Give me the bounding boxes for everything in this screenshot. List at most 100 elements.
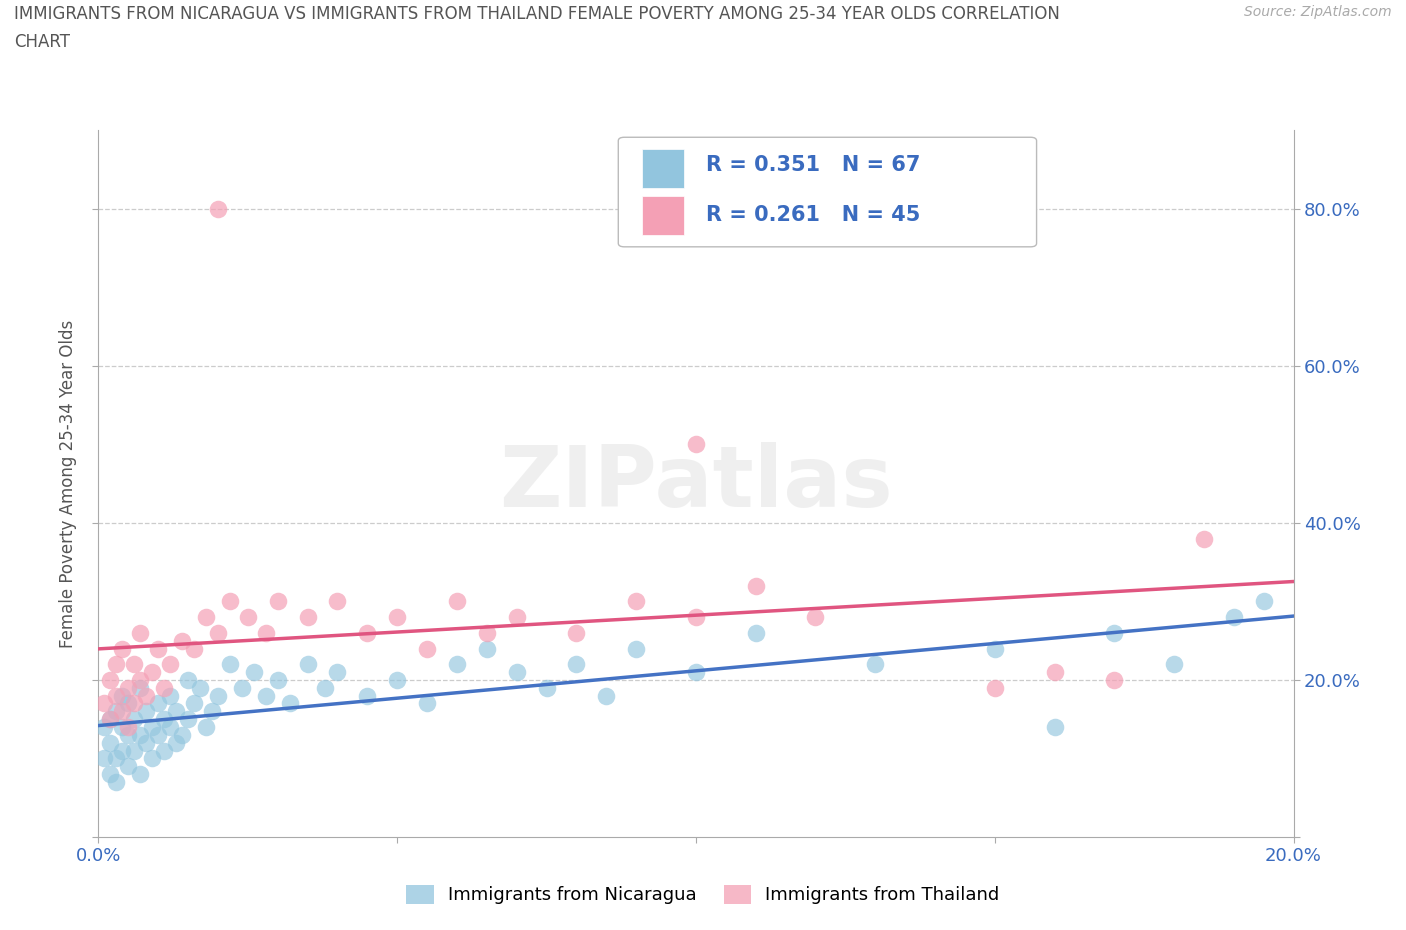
Point (183, 641, 205, 656)
Point (124, 696, 146, 711)
Point (231, 681, 253, 696)
Point (804, 610, 827, 625)
Point (148, 641, 170, 656)
Point (177, 672, 200, 687)
Point (565, 625, 588, 640)
Point (100, 672, 122, 687)
Point (446, 657, 468, 671)
Point (385, 610, 409, 625)
Point (105, 657, 128, 671)
Point (165, 736, 187, 751)
Point (129, 672, 152, 687)
Point (159, 657, 181, 671)
Point (315, 681, 337, 696)
Point (172, 727, 194, 742)
Point (111, 704, 134, 719)
Point (117, 720, 139, 735)
Point (267, 594, 290, 609)
Point (475, 625, 498, 640)
Point (475, 641, 498, 656)
Point (626, 594, 648, 609)
Text: CHART: CHART (14, 33, 70, 50)
Point (326, 665, 349, 680)
Point (984, 641, 1007, 656)
Point (536, 681, 558, 696)
Y-axis label: Female Poverty Among 25-34 Year Olds: Female Poverty Among 25-34 Year Olds (59, 320, 77, 647)
Point (159, 688, 181, 703)
Point (254, 625, 277, 640)
Point (148, 727, 170, 742)
Text: Source: ZipAtlas.com: Source: ZipAtlas.com (1244, 5, 1392, 19)
Point (135, 736, 157, 751)
Point (207, 688, 229, 703)
Point (177, 711, 200, 726)
Point (111, 688, 134, 703)
Point (385, 672, 409, 687)
Point (153, 743, 176, 758)
Point (135, 688, 157, 703)
Point (278, 696, 301, 711)
Point (129, 727, 152, 742)
Point (188, 681, 211, 696)
Point (1163, 657, 1185, 671)
Point (865, 657, 887, 671)
Point (446, 594, 468, 609)
Legend: Immigrants from Nicaragua, Immigrants from Thailand: Immigrants from Nicaragua, Immigrants fr… (399, 878, 1007, 911)
FancyBboxPatch shape (619, 138, 1036, 246)
Text: R = 0.351   N = 67: R = 0.351 N = 67 (706, 155, 920, 176)
Point (685, 437, 707, 452)
Point (117, 759, 139, 774)
Point (356, 625, 378, 640)
Point (219, 594, 242, 609)
Point (129, 625, 152, 640)
Text: R = 0.261   N = 45: R = 0.261 N = 45 (706, 205, 920, 224)
Point (506, 665, 529, 680)
Point (100, 766, 122, 781)
Point (236, 610, 259, 625)
Point (565, 657, 588, 671)
Point (1104, 672, 1126, 687)
Point (685, 610, 707, 625)
Point (243, 665, 266, 680)
Point (626, 641, 648, 656)
Point (153, 711, 176, 726)
Point (124, 657, 146, 671)
Point (105, 775, 128, 790)
Point (297, 657, 319, 671)
Point (124, 743, 146, 758)
Point (195, 720, 218, 735)
Point (685, 665, 707, 680)
Point (326, 594, 349, 609)
Point (111, 720, 134, 735)
Point (93, 751, 115, 766)
Point (129, 766, 152, 781)
Text: IMMIGRANTS FROM NICARAGUA VS IMMIGRANTS FROM THAILAND FEMALE POVERTY AMONG 25-34: IMMIGRANTS FROM NICARAGUA VS IMMIGRANTS … (14, 5, 1060, 22)
Point (297, 610, 319, 625)
Point (159, 720, 181, 735)
Point (219, 657, 242, 671)
Point (100, 711, 122, 726)
Point (1104, 625, 1126, 640)
Point (207, 625, 229, 640)
Point (111, 743, 134, 758)
Point (111, 641, 134, 656)
Point (141, 665, 163, 680)
Point (195, 610, 218, 625)
Point (201, 704, 224, 719)
Point (105, 751, 128, 766)
Point (416, 696, 439, 711)
Point (93, 720, 115, 735)
Point (153, 681, 176, 696)
Bar (643, 149, 685, 188)
Point (100, 711, 122, 726)
Point (148, 696, 170, 711)
Point (124, 711, 146, 726)
Point (117, 696, 139, 711)
Point (207, 201, 229, 216)
Point (183, 696, 205, 711)
Bar (643, 196, 685, 235)
Point (93, 696, 115, 711)
Point (141, 720, 163, 735)
Point (984, 681, 1007, 696)
Point (745, 578, 768, 593)
